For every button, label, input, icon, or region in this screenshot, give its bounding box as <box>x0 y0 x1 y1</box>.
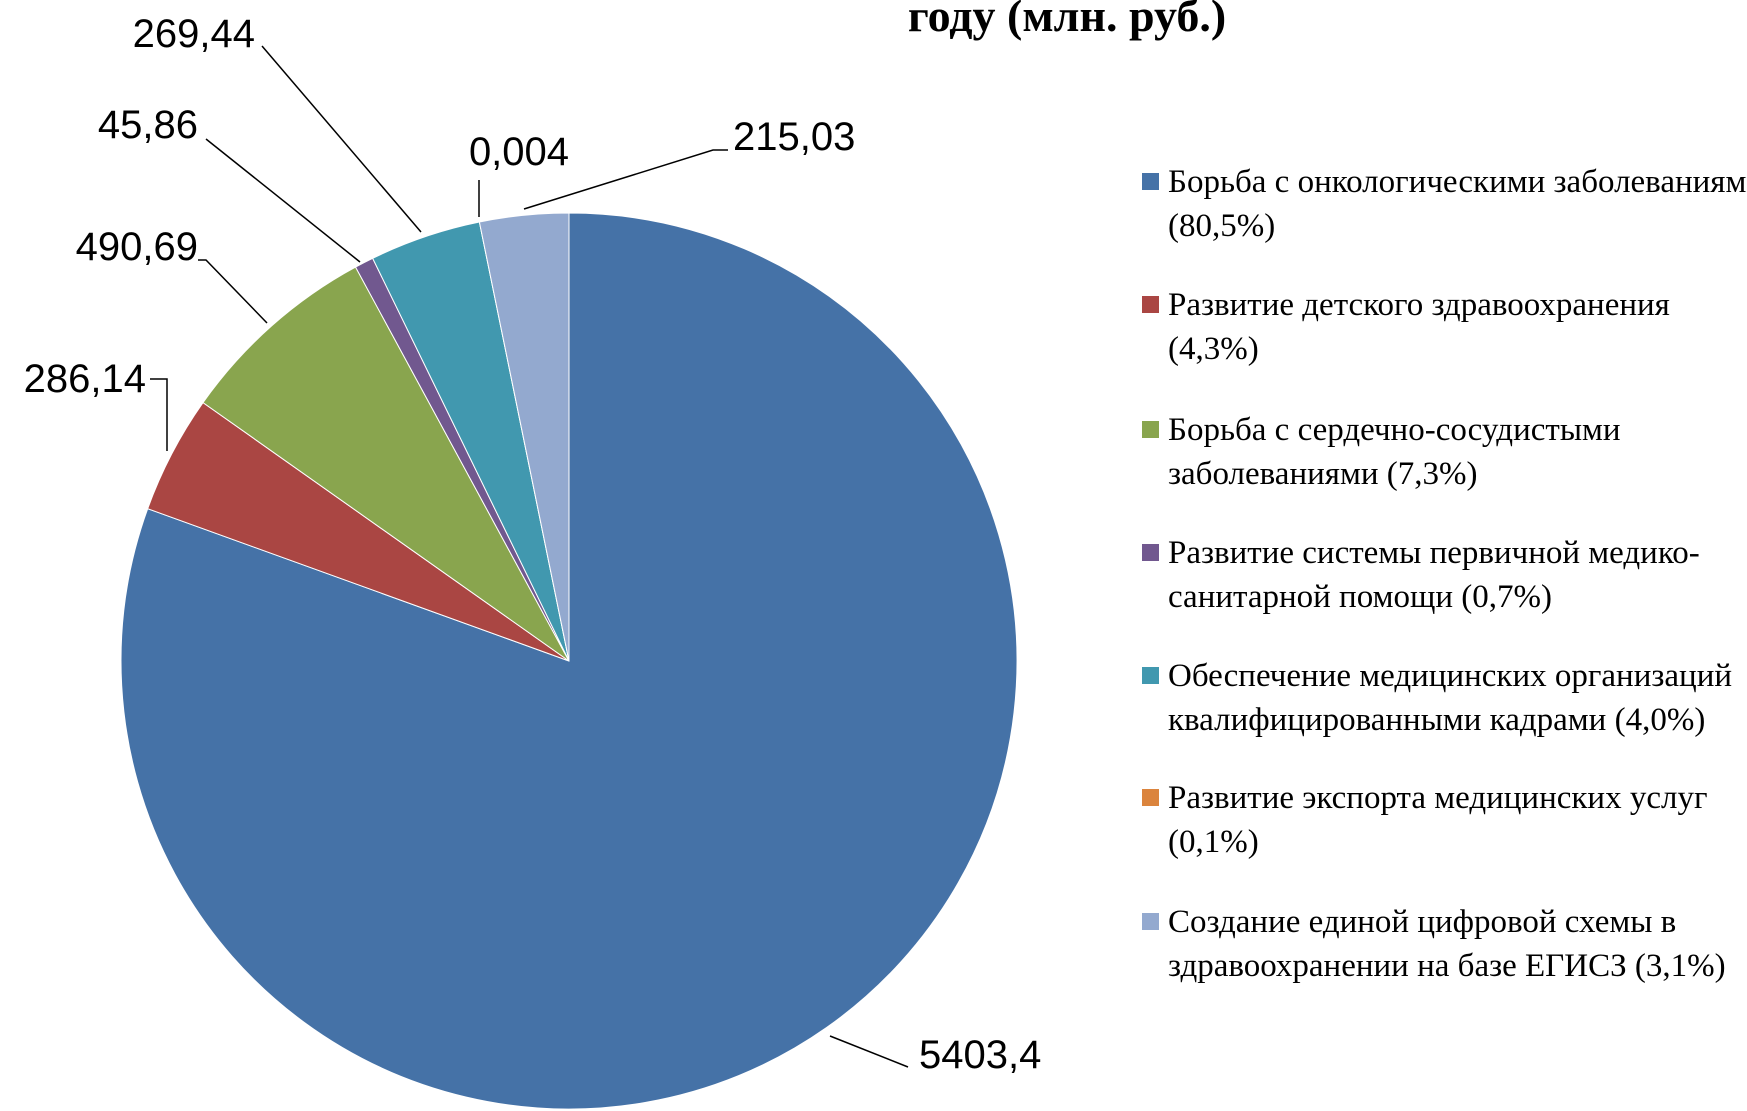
legend-label: Развитие системы первичной медико-санита… <box>1168 535 1700 615</box>
legend-item: Борьба с сердечно-сосудистыми заболевани… <box>1140 408 1747 496</box>
data-label: 269,44 <box>133 12 255 56</box>
legend-swatch <box>1142 913 1159 930</box>
leader-line <box>150 378 168 451</box>
leader-line <box>261 45 422 233</box>
leader-line <box>829 1035 909 1068</box>
legend-item: Развитие детского здравоохранения (4,3%) <box>1140 283 1747 371</box>
legend-label: Создание единой цифровой схемы в здравоо… <box>1168 904 1726 984</box>
legend-item: Развитие экспорта медицинских услуг (0,1… <box>1140 776 1747 864</box>
data-label: 45,86 <box>98 103 198 147</box>
data-label: 215,03 <box>733 115 855 159</box>
legend-label: Борьба с онкологическими заболеваниями (… <box>1168 164 1747 244</box>
legend-swatch <box>1142 544 1159 561</box>
data-label: 286,14 <box>24 357 146 401</box>
leader-line <box>205 138 361 263</box>
legend-item: Развитие системы первичной медико-санита… <box>1140 531 1747 619</box>
legend-swatch <box>1142 789 1159 806</box>
legend-swatch <box>1142 173 1159 190</box>
data-label: 0,004 <box>469 130 569 174</box>
legend-item: Создание единой цифровой схемы в здравоо… <box>1140 900 1747 988</box>
leader-line <box>198 259 268 324</box>
legend-item: Обеспечение медицинских организаций квал… <box>1140 654 1747 742</box>
data-label: 490,69 <box>76 225 198 269</box>
data-label: 5403,4 <box>919 1033 1041 1077</box>
legend-swatch <box>1142 296 1159 313</box>
legend-label: Борьба с сердечно-сосудистыми заболевани… <box>1168 412 1621 492</box>
legend-swatch <box>1142 421 1159 438</box>
legend-label: Обеспечение медицинских организаций квал… <box>1168 658 1733 738</box>
leader-line <box>523 149 728 210</box>
legend-swatch <box>1142 667 1159 684</box>
legend-label: Развитие детского здравоохранения (4,3%) <box>1168 287 1670 367</box>
pie-slice <box>478 212 570 662</box>
chart-title: году (млн. руб.) <box>908 0 1226 41</box>
pie-slice <box>202 266 570 662</box>
legend-label: Развитие экспорта медицинских услуг (0,1… <box>1168 780 1708 860</box>
legend-item: Борьба с онкологическими заболеваниями (… <box>1140 160 1747 248</box>
